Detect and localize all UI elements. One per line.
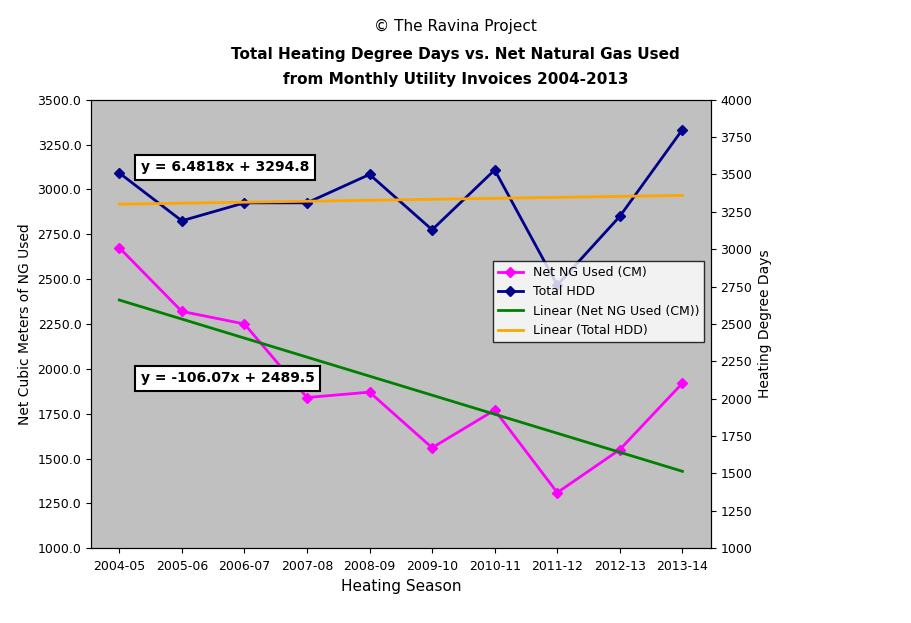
Linear (Total HDD): [177, 199, 188, 207]
Linear (Total HDD): [302, 197, 312, 205]
Total HDD: [364, 171, 375, 178]
Linear (Total HDD): [239, 199, 250, 206]
Line: Total HDD: Total HDD: [116, 126, 686, 288]
Net NG Used (CM): [364, 388, 375, 396]
Linear (Net NG Used (CM)): [177, 315, 188, 323]
X-axis label: Heating Season: Heating Season: [341, 579, 461, 594]
Linear (Total HDD): [552, 194, 563, 201]
Legend: Net NG Used (CM), Total HDD, Linear (Net NG Used (CM)), Linear (Total HDD): Net NG Used (CM), Total HDD, Linear (Net…: [493, 261, 704, 342]
Linear (Net NG Used (CM)): [489, 411, 500, 418]
Net NG Used (CM): [552, 489, 563, 497]
Linear (Total HDD): [677, 192, 688, 199]
Total HDD: [677, 126, 688, 133]
Linear (Net NG Used (CM)): [677, 468, 688, 475]
Total HDD: [489, 166, 500, 174]
Net NG Used (CM): [177, 308, 188, 315]
Total HDD: [426, 226, 437, 234]
Linear (Net NG Used (CM)): [552, 429, 563, 437]
Text: © The Ravina Project: © The Ravina Project: [374, 19, 537, 34]
Y-axis label: Net Cubic Meters of NG Used: Net Cubic Meters of NG Used: [18, 223, 32, 425]
Net NG Used (CM): [114, 244, 125, 252]
Text: y = -106.07x + 2489.5: y = -106.07x + 2489.5: [140, 371, 314, 385]
Linear (Net NG Used (CM)): [114, 297, 125, 304]
Linear (Net NG Used (CM)): [302, 353, 312, 361]
Linear (Total HDD): [364, 196, 375, 204]
Net NG Used (CM): [489, 406, 500, 414]
Total HDD: [302, 199, 312, 207]
Linear (Total HDD): [114, 201, 125, 208]
Line: Linear (Net NG Used (CM)): Linear (Net NG Used (CM)): [119, 300, 682, 472]
Text: Total Heating Degree Days vs. Net Natural Gas Used: Total Heating Degree Days vs. Net Natura…: [231, 47, 680, 62]
Text: y = 6.4818x + 3294.8: y = 6.4818x + 3294.8: [140, 161, 309, 174]
Line: Net NG Used (CM): Net NG Used (CM): [116, 244, 686, 496]
Net NG Used (CM): [426, 444, 437, 452]
Linear (Total HDD): [489, 194, 500, 202]
Net NG Used (CM): [302, 394, 312, 401]
Y-axis label: Heating Degree Days: Heating Degree Days: [758, 250, 772, 398]
Net NG Used (CM): [614, 446, 625, 454]
Linear (Net NG Used (CM)): [239, 335, 250, 342]
Total HDD: [177, 217, 188, 224]
Text: from Monthly Utility Invoices 2004-2013: from Monthly Utility Invoices 2004-2013: [282, 72, 629, 87]
Linear (Total HDD): [426, 196, 437, 203]
Line: Linear (Total HDD): Linear (Total HDD): [119, 196, 682, 204]
Linear (Total HDD): [614, 193, 625, 200]
Total HDD: [114, 169, 125, 177]
Net NG Used (CM): [239, 320, 250, 328]
Total HDD: [614, 212, 625, 220]
Net NG Used (CM): [677, 379, 688, 387]
Linear (Net NG Used (CM)): [426, 391, 437, 399]
Linear (Net NG Used (CM)): [614, 449, 625, 456]
Total HDD: [239, 199, 250, 207]
Linear (Net NG Used (CM)): [364, 373, 375, 380]
Total HDD: [552, 282, 563, 289]
